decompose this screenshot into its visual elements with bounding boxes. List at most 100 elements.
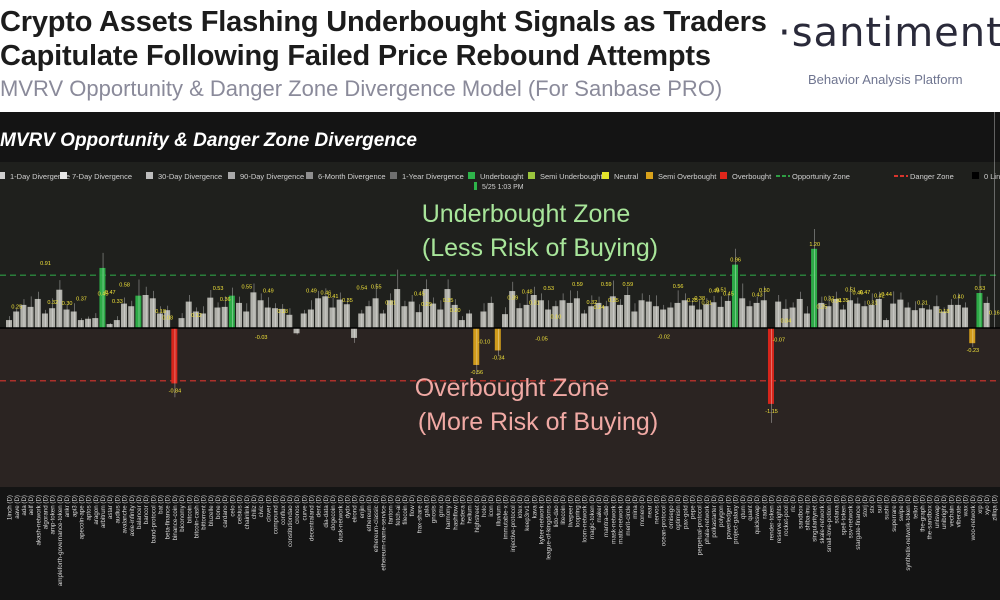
category-tick-label: mina (D) <box>632 495 639 519</box>
overbought-region <box>0 328 1000 487</box>
bar <box>128 306 135 328</box>
category-tick-label: perpetual-protocol (D) <box>697 495 704 555</box>
value-label: 0.37 <box>76 297 87 303</box>
bar <box>588 306 595 328</box>
category-tick-label: algorand (D) <box>43 495 50 529</box>
value-label: 0.49 <box>306 289 317 295</box>
category-tick-label: ada (D) <box>21 495 28 516</box>
value-label: 0.31 <box>385 301 396 307</box>
bar <box>890 303 897 328</box>
bar <box>243 311 250 328</box>
category-tick-label: dia-data (D) <box>323 495 330 528</box>
bar <box>566 302 573 328</box>
category-tick-label: pepe (D) <box>689 495 696 519</box>
bar <box>760 300 767 328</box>
bar <box>178 318 185 328</box>
value-label: -0.10 <box>478 340 491 346</box>
bar <box>106 324 113 328</box>
bar <box>92 318 99 328</box>
category-tick-label: apecoin-ape (D) <box>78 495 85 539</box>
bar <box>56 289 63 328</box>
bar <box>602 306 609 328</box>
category-tick-label: celsius (D) <box>237 495 244 524</box>
bar <box>322 296 329 328</box>
bar <box>825 306 832 328</box>
category-tick-label: astar (D) <box>107 495 114 519</box>
value-label: 0.53 <box>975 286 986 292</box>
legend-swatch <box>228 172 235 179</box>
category-tick-label: holo (D) <box>481 495 488 517</box>
category-tick-label: superrare (D) <box>891 495 898 532</box>
category-tick-label: fantom (D) <box>388 495 395 524</box>
legend-label: 6-Month Divergence <box>318 172 386 181</box>
bar <box>214 307 221 328</box>
bar <box>581 313 588 328</box>
category-tick-label: aptos (D) <box>86 495 93 520</box>
category-tick-label: ethereum-name-service (D) <box>380 495 387 571</box>
category-tick-label: pax-gold (D) <box>682 495 689 529</box>
category-tick-label: solana (D) <box>833 495 840 524</box>
bar <box>379 313 386 328</box>
bar <box>300 313 307 328</box>
category-tick-label: cronos (D) <box>294 495 301 524</box>
category-tick-label: quickswap (D) <box>754 495 761 534</box>
legend-swatch <box>146 172 153 179</box>
bar <box>408 301 415 328</box>
category-tick-label: gnosis (D) <box>431 495 438 523</box>
category-tick-label: mantra-dao (D) <box>603 495 610 537</box>
category-tick-label: avalanche (D) <box>122 495 129 534</box>
value-label: 0.10 <box>551 314 562 320</box>
category-tick-label: render-token (D) <box>769 495 776 540</box>
value-label: 0.25 <box>817 305 828 311</box>
category-tick-label: civic (D) <box>258 495 265 517</box>
bar <box>401 306 408 328</box>
bar <box>911 310 918 328</box>
legend-swatch <box>646 172 653 179</box>
value-label: -1.15 <box>765 409 778 415</box>
legend-swatch <box>306 172 313 179</box>
category-tick-label: filecoin (D) <box>402 495 409 525</box>
category-tick-label: ocean-protocol (D) <box>661 495 668 546</box>
bar <box>796 298 803 328</box>
value-label: 0.51 <box>845 287 856 293</box>
bar <box>696 309 703 328</box>
value-label: 0.31 <box>917 301 928 307</box>
category-tick-label: bitcoin-cash (D) <box>193 495 200 538</box>
category-tick-label: livepeer (D) <box>567 495 574 527</box>
bar <box>480 311 487 328</box>
bar <box>516 308 523 328</box>
value-label: -0.23 <box>967 348 980 354</box>
bar <box>6 320 12 328</box>
bar <box>789 307 796 328</box>
value-label: 0.36 <box>220 297 231 303</box>
bar <box>609 296 616 328</box>
value-label: -0.07 <box>772 338 785 344</box>
bar <box>897 299 904 328</box>
bar <box>739 298 746 328</box>
bar <box>688 305 695 328</box>
category-tick-label: ankr (D) <box>64 495 71 517</box>
legend-swatch <box>390 172 397 179</box>
category-tick-label: vechain (D) <box>948 495 955 527</box>
category-tick-label: storj (D) <box>862 495 869 517</box>
divergence-chart: MVRV Opportunity & Danger Zone Divergenc… <box>0 112 1000 586</box>
category-tick-label: qtum (D) <box>740 495 747 519</box>
legend-label: Neutral <box>614 172 639 181</box>
bar <box>926 309 933 328</box>
value-label: 0.18 <box>277 309 288 315</box>
value-label: 0.29 <box>421 302 432 308</box>
legend-label: 0 Line <box>984 172 1000 181</box>
category-tick-label: unibright (D) <box>941 495 948 529</box>
legend-label: 7-Day Divergence <box>72 172 132 181</box>
value-label: 0.18 <box>939 309 950 315</box>
category-tick-label: hashflow (D) <box>452 495 459 530</box>
bar <box>868 304 875 328</box>
legend-swatch <box>972 172 979 179</box>
category-tick-label: binance-coin (D) <box>172 495 179 540</box>
date-label: 5/25 1:03 PM <box>482 184 524 191</box>
value-label: 0.18 <box>155 309 166 315</box>
bar <box>315 298 322 328</box>
value-label: -0.34 <box>492 355 505 361</box>
bar <box>882 320 889 328</box>
bar <box>430 303 437 328</box>
